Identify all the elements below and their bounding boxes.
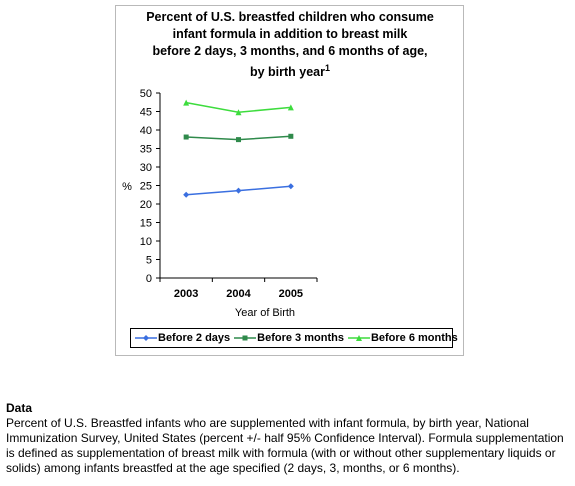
data-point [183,191,190,198]
y-tick-label: 50 [140,88,152,100]
data-point [236,137,241,143]
y-tick-label: 45 [140,107,152,119]
x-tick-label: 2003 [174,288,198,300]
y-tick-label: 25 [140,181,152,193]
data-point [287,183,294,190]
legend-swatch-before-3-months [234,335,257,341]
x-tick-label: 2004 [226,288,251,300]
chart-legend: Before 2 days Before 3 months Before 6 m… [130,328,458,348]
data-point [235,109,242,116]
chart-title-line-1: Percent of U.S. breastfed children who c… [146,10,434,24]
y-axis-title: % [122,181,132,193]
chart-title: Percent of U.S. breastfed children who c… [120,9,460,81]
legend-label-before-3-months: Before 3 months [257,332,344,344]
data-heading: Data [6,401,33,415]
legend-swatch-before-2-days [135,335,157,341]
data-description: Percent of U.S. Breastfed infants who ar… [6,416,564,475]
y-tick-label: 0 [146,273,152,285]
legend-item-before-3-months: Before 3 months [234,332,344,344]
chart-title-line-2: infant formula in addition to breast mil… [172,27,408,41]
y-tick-label: 40 [140,125,152,137]
data-point [287,104,294,111]
y-tick-label: 10 [140,236,152,248]
chart-title-footnote: 1 [325,63,331,73]
y-tick-label: 20 [140,199,152,211]
y-tick-label: 35 [140,144,152,156]
y-tick-label: 15 [140,218,152,230]
y-tick-label: 30 [140,162,152,174]
data-section: Data Percent of U.S. Breastfed infants w… [6,401,571,476]
x-axis-title: Year of Birth [235,307,295,319]
y-tick-label: 5 [146,255,152,267]
legend-label-before-2-days: Before 2 days [158,332,231,344]
chart-frame [115,5,464,356]
data-point [235,187,242,194]
chart-title-line-3: before 2 days, 3 months, and 6 months of… [152,44,428,58]
data-point [288,133,294,139]
data-point [183,134,189,140]
data-point [183,99,190,106]
x-tick-label: 2005 [279,288,303,300]
chart-title-line-4-text: by birth year [249,65,325,80]
chart-plot: 0 5 10 15 20 25 30 35 40 45 50 2003 2004 2005% Year of… [122,88,318,319]
chart-title-line-4: by birth year1 [120,60,460,81]
legend-item-before-2-days: Before 2 days [135,332,230,344]
legend-item-before-6-months: Before 6 months [347,332,458,344]
legend-swatch-before-6-months [347,335,370,341]
legend-label-before-6-months: Before 6 months [370,332,458,344]
